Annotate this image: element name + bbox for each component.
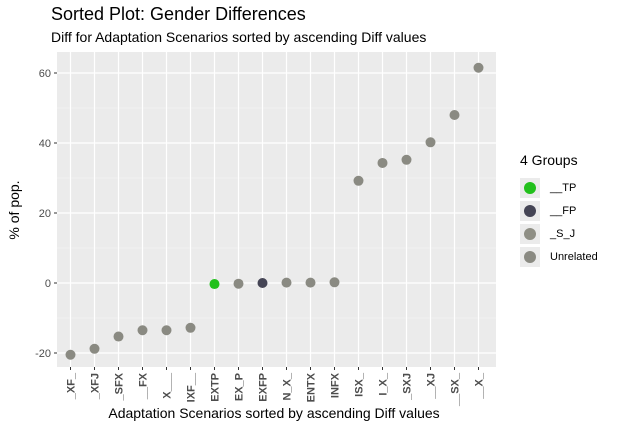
legend: 4 Groups __TP __FP _S_J Unrelated [520,152,598,268]
data-points [65,62,484,360]
plot-panel [57,52,496,367]
x-tick-label: __X_ [474,372,486,400]
x-axis-ticks: _XF_ _XFJ _SFX __FX X___ IXF__ EXTP EX_P EXFP N_X… [66,367,486,407]
data-point [65,349,76,360]
grid-lines [57,52,496,367]
legend-label-sj: _S_J [550,227,576,240]
y-tick-label: 60 [39,68,51,80]
data-point [377,157,388,168]
y-tick-label: 20 [39,208,51,220]
x-tick-label: X___ [162,372,174,399]
x-tick-label: ISX_ [354,372,366,397]
x-tick-label: _XFJ [90,373,102,400]
data-point [113,331,124,342]
legend-item-sj: _S_J [520,222,598,245]
data-point [89,343,100,354]
x-tick-label: IXF__ [186,372,198,402]
data-point [473,62,484,73]
legend-item-unrelated: Unrelated [520,245,598,268]
legend-marker-sj [524,227,536,240]
data-point [185,322,196,333]
data-point [425,137,436,148]
y-tick-label: 40 [39,138,51,150]
x-tick-label: N_X_ [282,372,294,400]
legend-marker-fp [524,204,536,217]
data-point [281,277,292,288]
x-tick-label: EXFP [258,373,270,402]
data-point [209,279,220,290]
legend-label-unrelated: Unrelated [550,250,598,263]
data-point [353,175,364,186]
y-tick-label: 0 [45,278,51,290]
legend-marker-tp [524,181,536,194]
legend-label-tp: __TP [550,181,577,194]
chart-subtitle: Diff for Adaptation Scenarios sorted by … [51,29,427,45]
x-tick-label: __FX [138,372,150,400]
x-tick-label: INFX [330,372,342,398]
y-axis-label: % of pop. [6,180,22,239]
legend-label-fp: __FP [550,204,577,217]
legend-item-fp: __FP [520,199,598,222]
x-tick-label: EXTP [210,373,222,402]
data-point [161,325,172,336]
data-point [401,154,412,165]
data-point [233,278,244,289]
data-point [305,277,316,288]
y-axis-ticks: -20 0 20 40 60 [35,68,57,360]
data-point [257,278,268,288]
x-tick-label: __XJ [426,373,438,400]
x-tick-label: _XF_ [66,372,78,400]
x-tick-label: ENTX [306,372,318,402]
data-point [329,277,340,288]
legend-item-tp: __TP [520,176,598,199]
data-point [449,110,460,120]
x-tick-label: _SXJ [402,373,414,401]
x-tick-label: _SFX [114,372,126,401]
chart-title: Sorted Plot: Gender Differences [51,4,306,24]
legend-title: 4 Groups [520,152,578,168]
x-tick-label: EX_P [234,373,246,401]
legend-marker-unrelated [524,250,536,263]
x-tick-label: __SX_ [450,372,462,407]
y-tick-label: -20 [35,348,51,360]
data-point [137,325,148,336]
x-tick-label: I_X_ [378,372,390,396]
x-axis-label: Adaptation Scenarios sorted by ascending… [108,405,439,421]
